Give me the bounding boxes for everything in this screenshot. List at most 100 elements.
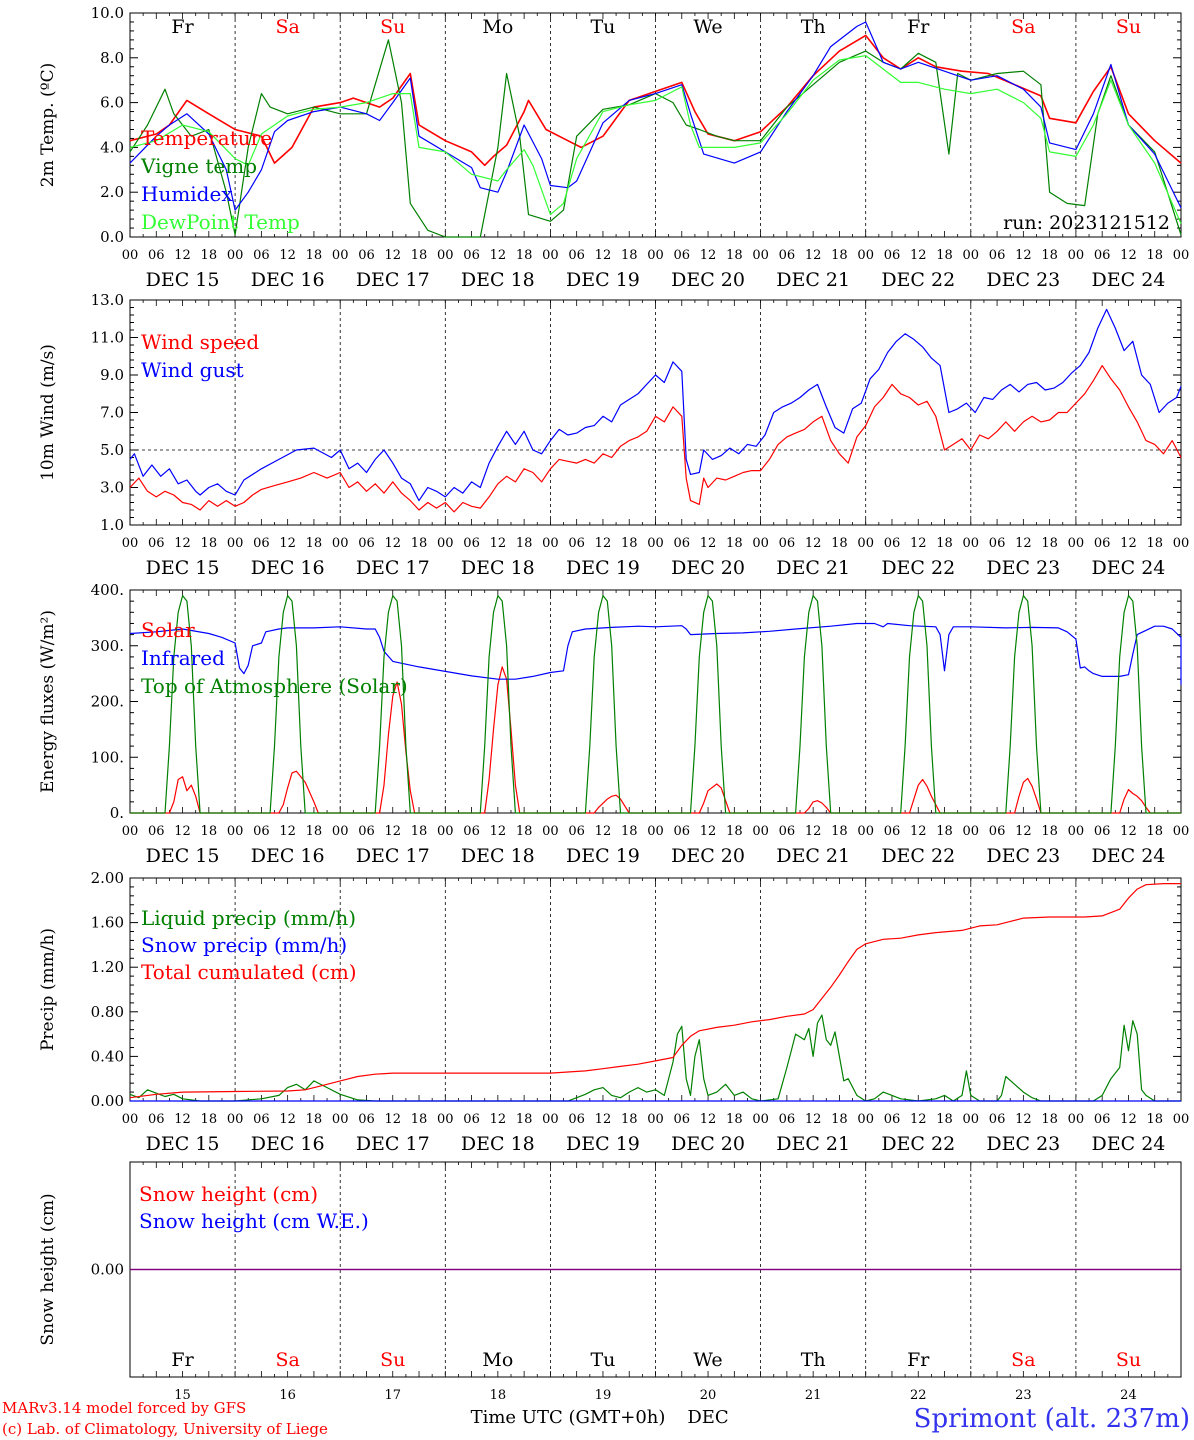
x-hour-label: 00	[647, 536, 664, 551]
x-hour-label: 00	[752, 248, 769, 263]
x-hour-label: 12	[384, 824, 401, 839]
x-hour-label: 06	[674, 824, 691, 839]
legend-label: Temperature	[141, 126, 272, 150]
y-tick-label: 200.	[91, 693, 124, 711]
panels: 0.0 2.0 4.0 6.0 8.0 10.0 2m Temp. (ºC) Temperat…	[38, 4, 1189, 1403]
legend-label: Liquid precip (mm/h)	[141, 906, 356, 930]
series-line	[130, 666, 1181, 814]
x-hour-label: 18	[516, 536, 533, 551]
x-hour-label: 18	[831, 1112, 848, 1127]
y-axis-title: 10m Wind (m/s)	[38, 344, 58, 481]
x-hour-label: 06	[1094, 1112, 1111, 1127]
series-line	[129, 308, 1182, 502]
day-number-label: 21	[805, 1388, 822, 1403]
x-hour-label: 06	[568, 248, 585, 263]
x-date-label: DEC 17	[356, 557, 430, 579]
y-axis-title: Precip (mm/h)	[38, 928, 58, 1051]
x-hour-label: 00	[1068, 248, 1085, 263]
x-date-label: DEC 20	[671, 845, 745, 867]
x-hour-label: 18	[936, 1112, 953, 1127]
x-hour-label: 12	[805, 536, 822, 551]
legend-label: DewPoint Temp	[141, 210, 300, 234]
y-tick-label: 11.0	[91, 329, 124, 347]
x-date-label: DEC 18	[461, 1133, 535, 1155]
x-hour-label: 00	[542, 248, 559, 263]
series-line	[129, 34, 1182, 167]
weekday-label-bottom: Su	[380, 1349, 405, 1371]
x-date-label: DEC 16	[251, 1133, 325, 1155]
legend-label: Snow height (cm)	[139, 1182, 318, 1206]
x-date-label: DEC 24	[1092, 1133, 1166, 1155]
x-date-label: DEC 16	[251, 269, 325, 291]
x-hour-label: 12	[1120, 536, 1137, 551]
y-tick-label: 0.	[110, 804, 124, 822]
y-tick-label: 10.0	[91, 4, 124, 22]
x-hour-label: 06	[989, 248, 1006, 263]
x-hour-label: 12	[595, 824, 612, 839]
weekday-label-top: Th	[801, 16, 826, 38]
x-hour-label: 06	[674, 1112, 691, 1127]
y-tick-label: 2.0	[100, 183, 124, 201]
x-hour-label: 12	[805, 824, 822, 839]
x-hour-label: 18	[306, 248, 323, 263]
x-date-label: DEC 20	[671, 557, 745, 579]
x-date-label: DEC 20	[671, 269, 745, 291]
x-date-label: DEC 23	[986, 557, 1060, 579]
x-hour-label: 00	[542, 536, 559, 551]
x-hour-label: 18	[621, 1112, 638, 1127]
day-number-label: 18	[490, 1388, 507, 1403]
x-hour-label: 12	[910, 824, 927, 839]
x-date-label: DEC 17	[356, 1133, 430, 1155]
x-hour-label: 00	[647, 824, 664, 839]
day-number-label: 17	[384, 1388, 401, 1403]
x-hour-label: 18	[621, 824, 638, 839]
y-tick-label: 1.0	[100, 516, 124, 534]
weekday-label-top: Su	[380, 16, 405, 38]
y-tick-label: 2.00	[91, 869, 124, 887]
x-hour-label: 00	[542, 1112, 559, 1127]
y-tick-label: 13.0	[91, 291, 124, 309]
x-hour-label: 06	[674, 248, 691, 263]
x-hour-label: 18	[1146, 1112, 1163, 1127]
y-tick-label: 3.0	[100, 479, 124, 497]
x-hour-label: 12	[700, 536, 717, 551]
x-hour-label: 00	[963, 248, 980, 263]
x-hour-label: 00	[963, 1112, 980, 1127]
day-number-label: 24	[1120, 1388, 1137, 1403]
day-number-label: 16	[279, 1388, 296, 1403]
x-hour-label: 06	[568, 824, 585, 839]
day-number-label: 20	[700, 1388, 717, 1403]
weekday-label-top: Sa	[1011, 16, 1035, 38]
x-hour-label: 00	[122, 1112, 139, 1127]
series-line	[129, 1014, 1181, 1102]
x-hour-label: 18	[201, 1112, 218, 1127]
x-date-label: DEC 21	[776, 269, 850, 291]
x-hour-label: 18	[1146, 536, 1163, 551]
x-date-label: DEC 22	[881, 1133, 955, 1155]
x-hour-label: 18	[831, 824, 848, 839]
series-line	[129, 21, 1182, 211]
x-hour-label: 12	[910, 536, 927, 551]
x-hour-label: 06	[568, 1112, 585, 1127]
panel-frame	[129, 589, 1182, 814]
legend-label: Snow precip (mm/h)	[141, 933, 347, 957]
x-hour-label: 18	[411, 1112, 428, 1127]
x-hour-label: 18	[1146, 824, 1163, 839]
x-hour-label: 06	[358, 536, 375, 551]
y-tick-label: 9.0	[100, 366, 124, 384]
y-tick-label: 5.0	[100, 441, 124, 459]
y-tick-label: 4.0	[100, 138, 124, 156]
panel-wind: 1.0 3.0 5.0 7.0 9.0 11.0 13.0 10m Wind (m/s) Win…	[38, 291, 1189, 579]
x-hour-label: 18	[411, 536, 428, 551]
x-date-label: DEC 18	[461, 557, 535, 579]
panel-temperature: 0.0 2.0 4.0 6.0 8.0 10.0 2m Temp. (ºC) Temperat…	[38, 4, 1189, 291]
y-tick-label: 6.0	[100, 94, 124, 112]
y-tick-label: 0.00	[91, 1092, 124, 1110]
x-hour-label: 12	[279, 536, 296, 551]
x-hour-label: 12	[490, 1112, 507, 1127]
weekday-label-bottom: Fr	[907, 1349, 930, 1371]
series-line	[130, 594, 1181, 814]
x-hour-label: 18	[516, 824, 533, 839]
x-hour-label: 00	[227, 536, 244, 551]
